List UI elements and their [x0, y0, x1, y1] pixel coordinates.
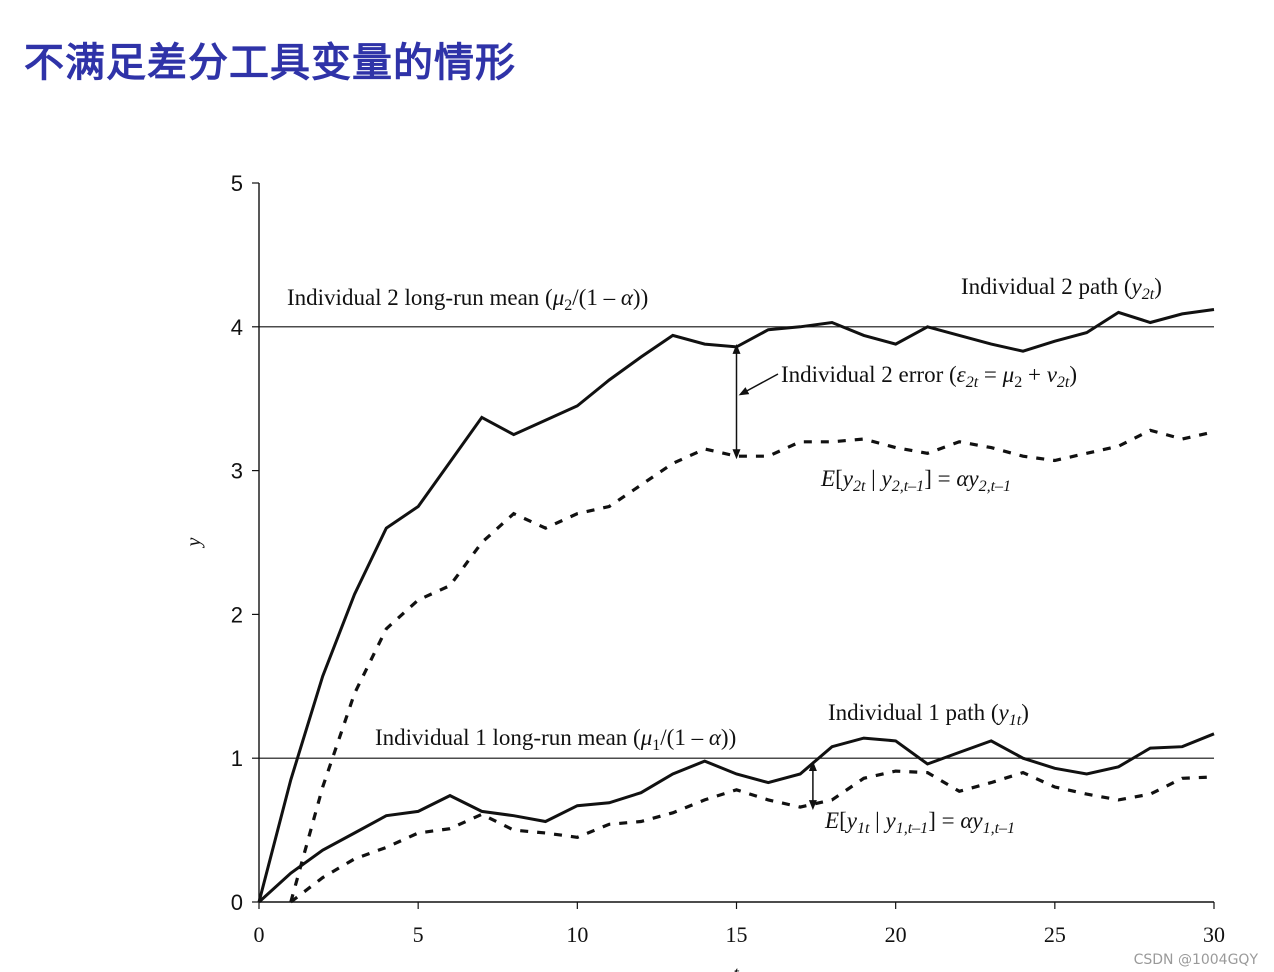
annotation-individual-2-error: Individual 2 error (ε2t = μ2 + v2t): [781, 362, 1077, 391]
annotation-individual-2-path: Individual 2 path (y2t): [961, 274, 1162, 303]
long-run-mean-label-2: Individual 2 long-run mean (μ2/(1 – α)): [287, 285, 648, 314]
y-tick-label: 2: [231, 602, 243, 627]
y-tick-label: 3: [231, 459, 243, 484]
x-tick-label: 30: [1203, 922, 1225, 947]
y-tick-label: 5: [231, 171, 243, 196]
x-tick-label: 0: [254, 922, 265, 947]
annotation-individual-1-path: Individual 1 path (y1t): [828, 700, 1029, 729]
slide-title: 不满足差分工具变量的情形: [24, 40, 516, 86]
error-pointer-arrow: [738, 373, 779, 396]
series-line-3: [257, 732, 1215, 904]
long-run-mean-label-1: Individual 1 long-run mean (μ1/(1 – α)): [375, 725, 736, 754]
x-tick-label: 10: [566, 922, 588, 947]
x-axis-label: t: [733, 963, 739, 972]
x-tick-label: 25: [1044, 922, 1066, 947]
y-tick-label: 1: [231, 746, 243, 771]
x-tick-label: 5: [413, 922, 424, 947]
watermark: CSDN @1004GQY: [1133, 952, 1258, 968]
series-line-2: [289, 428, 1215, 903]
annotation-expectation-1: E[y1t | y1,t–1] = αy1,t–1: [824, 808, 1015, 837]
y-tick-label: 0: [231, 890, 243, 915]
x-tick-label: 15: [726, 922, 748, 947]
x-tick-label: 20: [885, 922, 907, 947]
annotation-expectation-2: E[y2t | y2,t–1] = αy2,t–1: [820, 466, 1011, 495]
series-line-4: [289, 769, 1215, 904]
y-tick-label: 4: [231, 315, 243, 340]
y-axis-label: y: [183, 537, 205, 548]
